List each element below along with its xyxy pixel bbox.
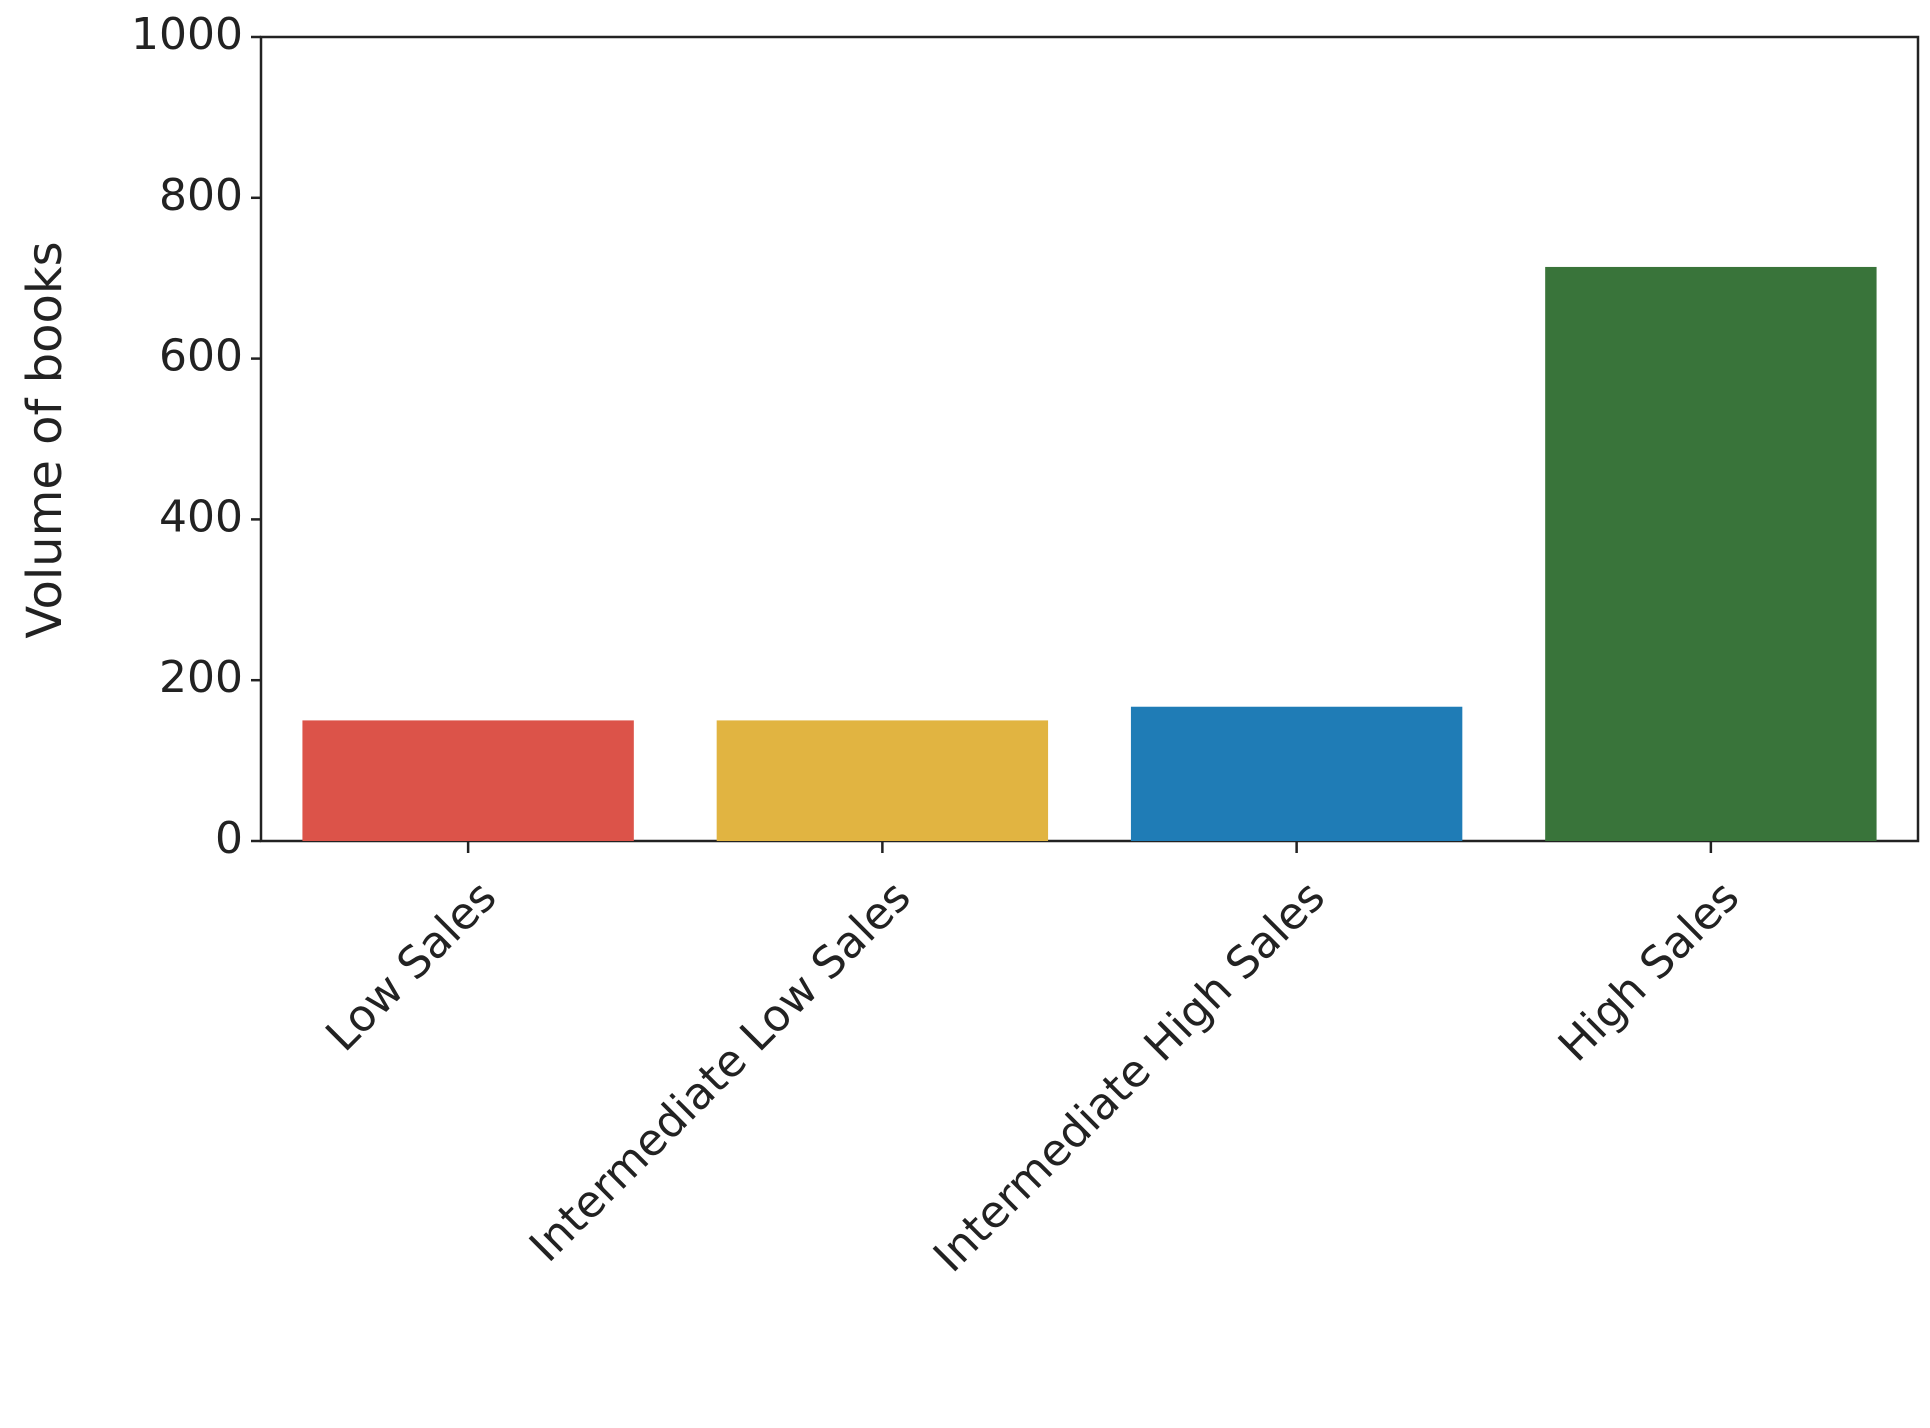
y-tick-label: 800	[159, 170, 243, 221]
x-tick-label: Intermediate Low Sales	[520, 871, 921, 1272]
x-tick-label: Low Sales	[316, 871, 506, 1061]
y-tick-label: 200	[159, 652, 243, 703]
bar	[716, 720, 1049, 841]
bar	[1130, 706, 1463, 841]
x-tick-label: Intermediate High Sales	[924, 871, 1335, 1282]
y-axis-label: Volume of books	[17, 241, 73, 638]
y-tick-label: 600	[159, 331, 243, 382]
y-tick-label: 1000	[131, 9, 243, 60]
x-tick-label: High Sales	[1549, 871, 1749, 1071]
bar	[1545, 266, 1877, 842]
bar	[302, 720, 634, 841]
plot-frame	[259, 35, 1920, 843]
y-tick-label: 400	[159, 491, 243, 542]
y-tick-label: 0	[215, 813, 243, 864]
